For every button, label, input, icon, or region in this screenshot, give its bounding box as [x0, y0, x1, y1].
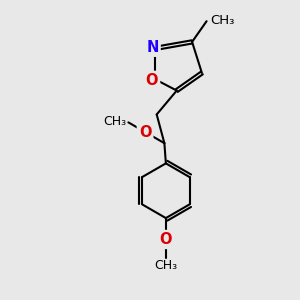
- Text: O: O: [146, 73, 158, 88]
- Text: O: O: [160, 232, 172, 247]
- Text: O: O: [139, 124, 151, 140]
- Text: CH₃: CH₃: [103, 115, 126, 128]
- Text: CH₃: CH₃: [210, 14, 235, 26]
- Text: CH₃: CH₃: [154, 260, 177, 272]
- Text: N: N: [146, 40, 159, 55]
